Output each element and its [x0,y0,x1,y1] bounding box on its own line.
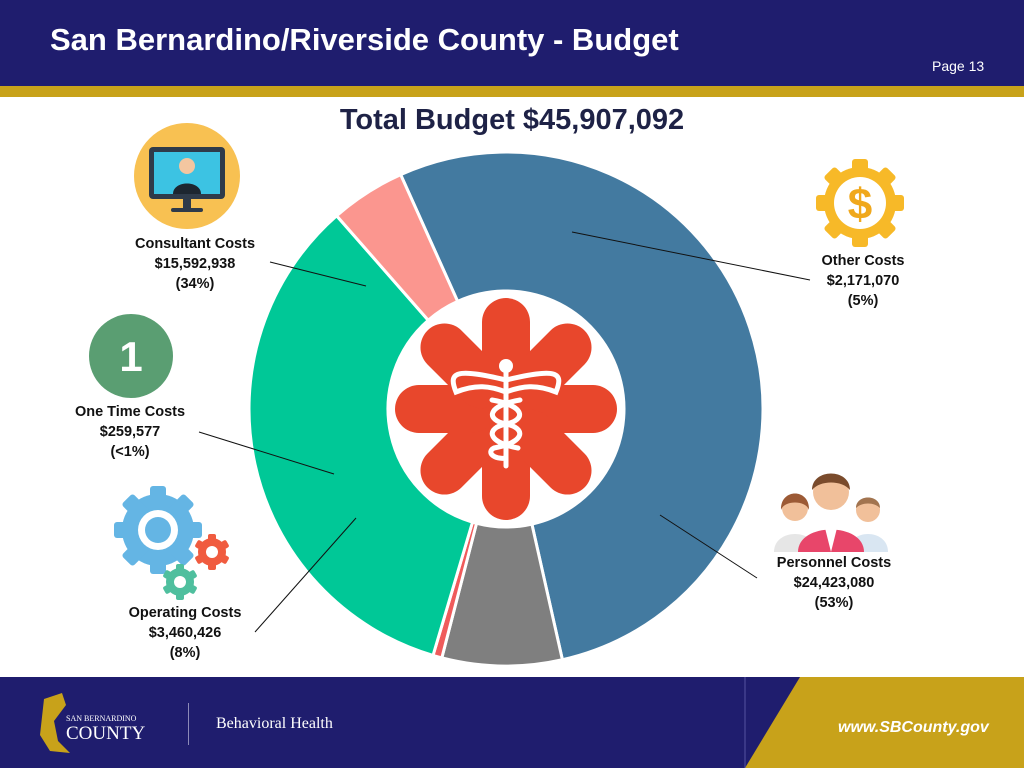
number-one-badge-icon: 1 [89,314,173,398]
slice-percent: (<1%) [110,444,150,460]
badge-digit: 1 [119,333,142,380]
header-bar: San Bernardino/Riverside County - Budget… [0,0,1024,86]
slice-percent: (53%) [814,595,854,611]
slice-amount: $24,423,080 [793,575,875,591]
svg-text:$: $ [848,180,872,229]
slice-amount: $3,460,426 [148,625,222,641]
footer-bar: SAN BERNARDINO COUNTY Behavioral Health … [0,677,1024,768]
department-name: Behavioral Health [216,715,333,732]
donut-slices [247,150,765,668]
slice-amount: $15,592,938 [154,256,236,272]
slice-percent: (34%) [175,276,215,292]
label-other-costs: Other Costs $2,171,070 (5%) [790,251,936,311]
slide-title: San Bernardino/Riverside County - Budget [50,22,679,57]
label-operating-costs: Operating Costs $3,460,426 (8%) [105,603,265,663]
slice-name: Other Costs [821,253,905,269]
slice-name: One Time Costs [74,404,186,420]
website-link[interactable]: www.SBCounty.gov [838,719,989,736]
slice-name: Operating Costs [128,605,242,621]
caduceus-medical-icon [395,298,617,520]
slice-name: Personnel Costs [776,555,892,571]
leader-lines [198,231,811,633]
label-one-time-costs: One Time Costs $259,577 (<1%) [50,402,210,462]
leader-line-consultant-costs [269,261,367,287]
chart-title: Total Budget $45,907,092 [339,104,685,136]
slice-percent: (8%) [169,645,201,661]
leader-line-personnel-costs [659,514,758,579]
label-consultant-costs: Consultant Costs $15,592,938 (34%) [110,234,280,294]
leader-line-one-time-costs [198,431,335,475]
leader-line-operating-costs [254,517,357,633]
label-personnel-costs: Personnel Costs $24,423,080 (53%) [754,553,914,613]
slice-amount: $2,171,070 [826,273,900,289]
header-gold-rule [0,86,1024,97]
county-logo: SAN BERNARDINO COUNTY [40,693,145,753]
video-call-icon [134,123,240,229]
dollar-gear-icon: $ [816,159,904,247]
leader-line-other-costs [571,231,811,281]
logo-text-bottom: COUNTY [66,723,145,744]
slice-amount: $259,577 [99,424,161,440]
page-number: Page 13 [932,58,985,74]
people-group-icon [774,473,888,552]
gears-icon [114,486,229,600]
logo-text-top: SAN BERNARDINO [66,714,137,723]
footer-divider [188,703,189,745]
slice-percent: (5%) [847,293,879,309]
footer-gold-stripe [744,677,1024,768]
slice-name: Consultant Costs [134,236,256,252]
